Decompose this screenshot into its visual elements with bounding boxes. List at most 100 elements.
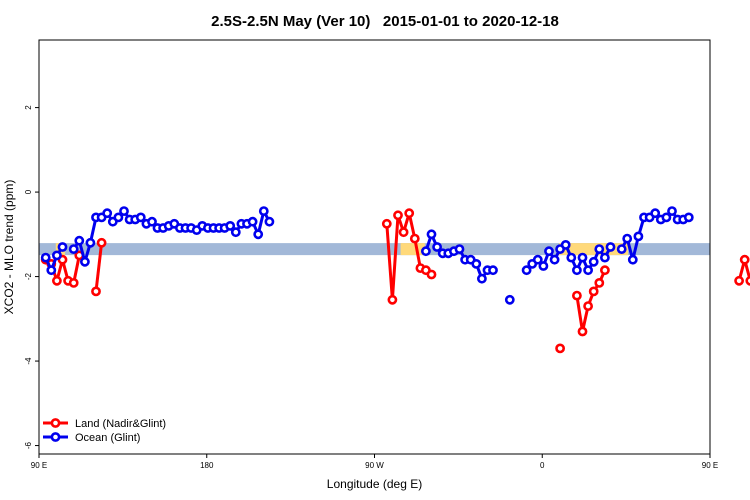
data-point <box>135 212 146 223</box>
legend-marker <box>50 432 61 442</box>
data-point <box>398 227 409 238</box>
series-land <box>40 208 750 354</box>
data-point <box>113 212 124 223</box>
legend: Land (Nadir&Glint) Ocean (Glint) <box>43 418 166 444</box>
x-axis-label: Longitude (deg E) <box>327 477 422 491</box>
data-point <box>253 229 264 240</box>
data-point <box>739 254 750 265</box>
data-point <box>667 206 677 216</box>
chart-title: 2.5S-2.5N May (Ver 10) 2015-01-01 to 202… <box>211 13 559 30</box>
y-tick-label: -6 <box>24 441 33 449</box>
y-tick-label: -2 <box>24 272 33 280</box>
y-axis-label: XCO2 - MLO trend (ppm) <box>2 180 16 315</box>
data-point <box>555 343 565 354</box>
data-point <box>381 218 392 229</box>
series-line <box>385 211 433 302</box>
data-point <box>52 275 62 286</box>
data-point <box>52 250 62 261</box>
data-point <box>549 254 560 265</box>
data-point <box>600 252 610 263</box>
data-point <box>583 301 593 311</box>
data-point <box>74 235 85 246</box>
data-point <box>404 208 415 219</box>
data-point <box>650 208 661 219</box>
data-point <box>622 233 633 244</box>
data-point <box>46 265 57 276</box>
data-point <box>230 227 241 238</box>
legend-label: Land (Nadir&Glint) <box>75 418 166 430</box>
data-point <box>426 229 437 240</box>
series-line <box>424 232 493 281</box>
data-point <box>605 242 616 252</box>
data-point <box>544 246 554 257</box>
data-point <box>471 258 482 269</box>
data-point <box>68 244 79 254</box>
series-line <box>44 246 64 272</box>
data-point <box>661 212 672 223</box>
data-point <box>616 244 627 254</box>
y-tick-label: 0 <box>24 189 33 194</box>
data-point <box>504 294 515 305</box>
legend-label: Ocean (Glint) <box>75 432 140 444</box>
series-layer <box>40 206 750 354</box>
data-point <box>633 231 644 242</box>
data-point <box>91 286 101 297</box>
legend-marker <box>50 418 61 428</box>
data-point <box>80 256 90 267</box>
data-point <box>426 269 437 280</box>
data-point <box>572 290 582 301</box>
data-point <box>225 220 236 231</box>
data-point <box>600 265 610 276</box>
data-point <box>147 216 157 227</box>
data-point <box>538 261 549 271</box>
data-point <box>566 252 577 263</box>
data-point <box>393 210 403 221</box>
data-point <box>387 294 398 305</box>
data-point <box>488 265 498 276</box>
x-tick-label: 90 E <box>31 461 47 470</box>
data-point <box>521 265 532 276</box>
data-point <box>57 242 68 252</box>
data-point <box>454 244 465 254</box>
x-tick-label: 90 E <box>702 461 718 470</box>
data-point <box>85 237 96 248</box>
series-ocean <box>40 206 694 305</box>
data-point <box>627 254 638 265</box>
data-point <box>102 208 113 219</box>
data-point <box>572 265 582 276</box>
y-tick-label: -4 <box>24 357 33 365</box>
band-ocean <box>39 243 710 256</box>
data-point <box>247 216 258 227</box>
data-point <box>476 273 487 284</box>
data-point <box>119 206 129 216</box>
data-point <box>68 277 79 288</box>
series-line <box>94 242 104 292</box>
data-point <box>264 216 275 227</box>
data-point <box>683 212 694 223</box>
y-tick-label: 2 <box>24 105 33 110</box>
y-axis: 2 0 -2 -4 -6 <box>24 105 39 449</box>
data-point <box>560 239 571 250</box>
data-point <box>588 256 599 267</box>
data-point <box>734 275 744 286</box>
data-point <box>745 275 750 286</box>
series-line <box>737 258 750 283</box>
band-land-segment <box>400 243 425 256</box>
data-point <box>594 244 605 254</box>
data-point <box>577 326 588 337</box>
data-point <box>420 246 431 257</box>
x-tick-label: 90 W <box>365 461 384 470</box>
data-point <box>583 265 593 276</box>
data-point <box>409 233 420 244</box>
x-axis: 90 E 180 90 W 0 90 E <box>31 454 718 470</box>
x-tick-label: 180 <box>200 461 214 470</box>
data-point <box>96 237 107 248</box>
data-point <box>432 242 442 252</box>
data-point <box>588 286 599 297</box>
data-point <box>40 252 51 263</box>
data-point <box>577 252 588 263</box>
data-point <box>258 206 269 216</box>
x-tick-label: 0 <box>540 461 545 470</box>
data-point <box>532 254 543 265</box>
